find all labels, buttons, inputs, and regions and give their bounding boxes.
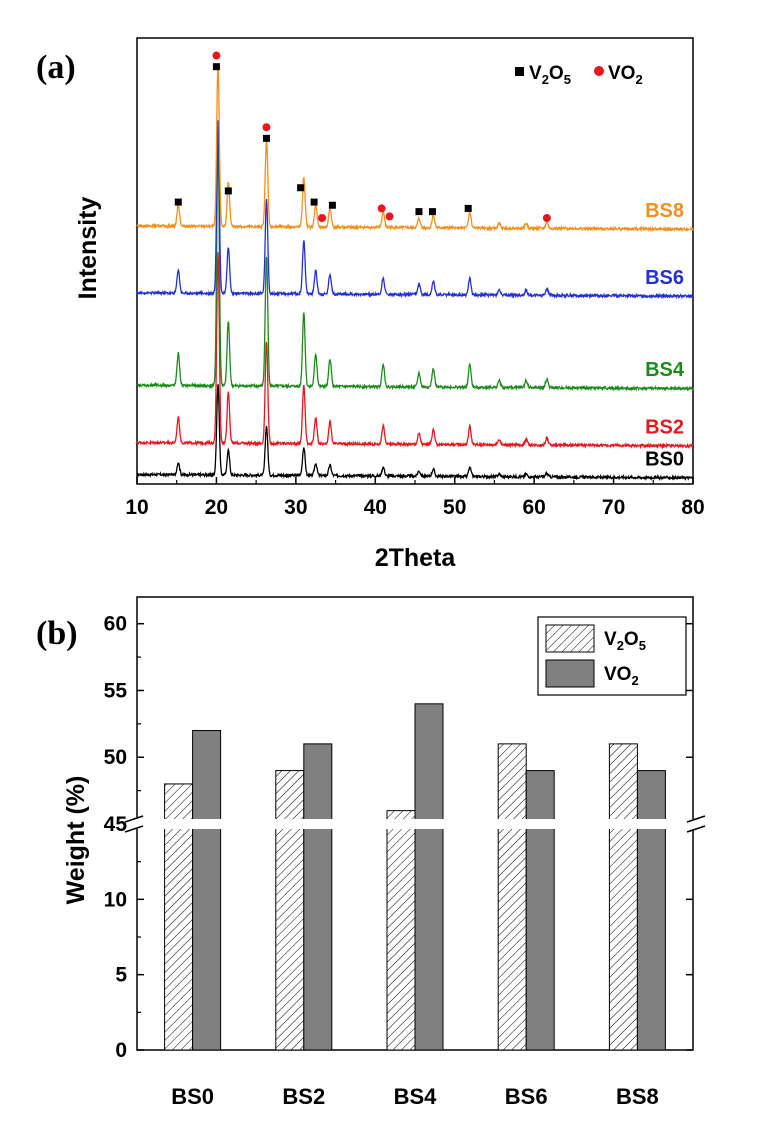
v2o5-peak-marker: [464, 204, 472, 212]
bar-v2o5-bs8: [608, 743, 638, 1051]
xrd-series-bs0: [136, 384, 694, 482]
xrd-series-label-bs4: BS4: [645, 359, 685, 381]
xrd-x-tick-label: 80: [681, 496, 704, 519]
weight-y-ticks: 0 5 10 45 50 55 60: [104, 613, 693, 1062]
legend-v2o5-label: V2O5: [529, 63, 571, 87]
weight-category-label: BS0: [171, 1084, 214, 1109]
weight-category-labels: BS0 BS2 BS4 BS6 BS8: [171, 1084, 659, 1109]
weight-y-tick-label: 0: [115, 1039, 127, 1062]
xrd-x-tick-label: 10: [125, 496, 148, 519]
vo2-peak-marker: [212, 51, 221, 60]
bar-vo2-bs2: [303, 743, 333, 1051]
axis-break-mark: [686, 815, 706, 823]
bar-v2o5-bs4: [386, 810, 416, 1051]
bar-vo2-bs0: [192, 730, 222, 1051]
legend-vo2-circle-icon: [594, 66, 604, 76]
v2o5-peak-marker: [310, 198, 318, 206]
xrd-series-label-bs6: BS6: [645, 267, 684, 289]
weight-y-tick-label: 10: [104, 888, 127, 911]
v2o5-peak-marker: [262, 134, 270, 142]
xrd-x-tick-label: 50: [443, 496, 466, 519]
weight-y-tick-label: 55: [104, 679, 128, 702]
bar-v2o5-bs2: [275, 770, 305, 1051]
vo2-peak-marker: [377, 204, 386, 213]
weight-y-tick-label: 60: [104, 613, 127, 636]
xrd-panel: (a) 10 20 30 40 50 60 70 80 BS0 BS2 BS4 BS6 BS8 2Th…: [36, 37, 705, 572]
v2o5-peak-marker: [428, 208, 436, 216]
bar-vo2-bs4: [414, 703, 444, 1051]
legend-vo2-label: VO2: [608, 63, 643, 87]
xrd-x-axis: 10 20 30 40 50 60 70 80: [125, 477, 705, 519]
vo2-peak-marker: [262, 123, 271, 132]
weight-y-tick-label: 45: [104, 813, 128, 836]
bar-v2o5-bs6: [497, 743, 527, 1051]
xrd-series-bs4: [136, 144, 694, 392]
weight-y-tick-label: 50: [104, 746, 127, 769]
axis-break-gap: [127, 819, 703, 829]
legend-bar-v2o5-label: V2O5: [604, 629, 646, 653]
xrd-x-tick-label: 30: [284, 496, 307, 519]
xrd-x-tick-label: 70: [602, 496, 625, 519]
weight-y-tick-label: 5: [115, 964, 127, 987]
panel-a-label: (a): [36, 49, 76, 86]
weight-category-label: BS6: [505, 1084, 548, 1109]
weight-category-label: BS4: [394, 1084, 438, 1109]
xrd-series-group: BS0 BS2 BS4 BS6 BS8: [136, 64, 694, 482]
weight-category-label: BS8: [616, 1084, 659, 1109]
vo2-peak-marker: [542, 213, 551, 222]
vo2-peak-marker: [318, 213, 327, 222]
v2o5-peak-marker: [415, 208, 423, 216]
bar-vo2-bs8: [636, 770, 666, 1051]
axis-break-mark: [686, 825, 706, 833]
v2o5-peak-marker: [212, 63, 220, 71]
vo2-peak-marker: [385, 212, 394, 221]
xrd-series-bs8: [136, 64, 694, 233]
xrd-series-label-bs8: BS8: [645, 200, 684, 222]
v2o5-peak-marker: [224, 187, 232, 195]
weight-bar-panel: (b) 0 5 10 45 50 55 60 BS0 BS2 BS4 BS6 BS8 Weight …: [36, 596, 706, 1109]
legend-vo2-swatch: [545, 659, 595, 688]
legend-v2o5-swatch: [545, 624, 595, 653]
weight-legend: V2O5 VO2: [537, 616, 687, 696]
v2o5-peak-marker: [328, 201, 336, 209]
xrd-x-tick-label: 40: [364, 496, 387, 519]
legend-bar-vo2-label: VO2: [604, 664, 639, 688]
v2o5-peak-marker: [297, 184, 305, 192]
legend-v2o5-square-icon: [515, 67, 524, 76]
v2o5-peak-marker: [174, 198, 182, 206]
xrd-series-label-bs0: BS0: [645, 448, 684, 470]
xrd-series-bs2: [136, 252, 694, 450]
xrd-x-tick-label: 20: [205, 496, 228, 519]
xrd-x-tick-label: 60: [522, 496, 545, 519]
xrd-series-label-bs2: BS2: [645, 417, 684, 439]
xrd-peak-markers: [174, 51, 551, 222]
xrd-x-axis-title: 2Theta: [375, 544, 457, 572]
xrd-series-bs6: [136, 120, 694, 300]
xrd-y-axis-title: Intensity: [74, 197, 102, 300]
panel-b-label: (b): [36, 615, 78, 652]
weight-y-axis-title: Weight (%): [62, 776, 90, 905]
xrd-legend: V2O5 VO2: [515, 63, 643, 87]
axis-break-mark: [124, 815, 144, 823]
weight-category-label: BS2: [282, 1084, 325, 1109]
weight-bars: [124, 703, 706, 1051]
axis-break-mark: [124, 825, 144, 833]
bar-vo2-bs6: [525, 770, 555, 1051]
